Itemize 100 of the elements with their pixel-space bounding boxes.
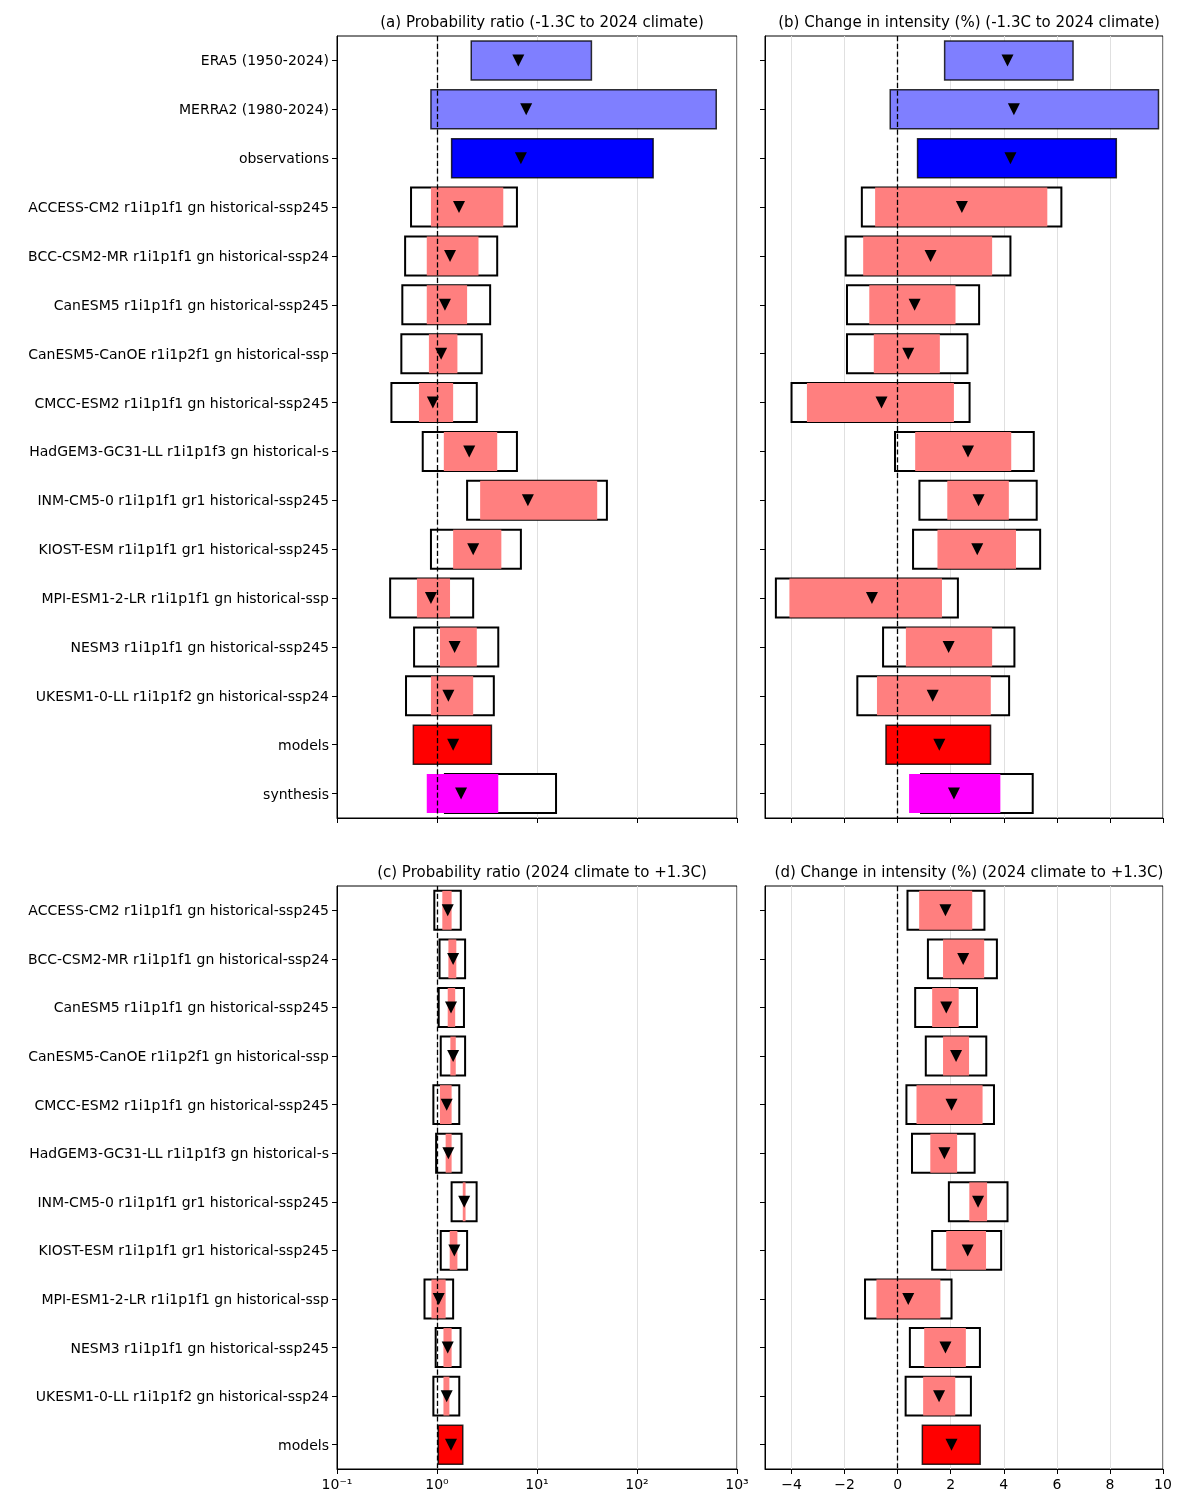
x-tick-label: 10⁻¹ [321,1476,353,1492]
y-tick-label: ACCESS-CM2 r1i1p1f1 gn historical-ssp245 [28,902,329,919]
bar [932,988,959,1027]
point [947,787,960,800]
bar [905,627,993,667]
point [939,904,952,917]
point [1007,103,1020,116]
y-tick-label: BCC-CSM2-MR r1i1p1f1 gn historical-ssp24 [28,247,330,264]
y-tick-label: MERRA2 (1980-2024) [179,101,329,118]
x-tick-label: 10² [625,1476,649,1492]
y-tick-label: CanESM5-CanOE r1i1p2f1 gn historical-ssp [28,345,330,362]
bar [923,1376,956,1416]
bar [921,1424,981,1465]
y-tick-label: BCC-CSM2-MR r1i1p1f1 gn historical-ssp24 [28,950,330,967]
point [955,201,968,214]
bar [943,40,1074,81]
bar [416,578,451,618]
x-tick-label: 6 [1052,1476,1062,1492]
bar [806,383,954,423]
bar [430,676,474,716]
x-tick-label: 10¹ [525,1476,549,1492]
y-tick-label: NESM3 r1i1p1f1 gn historical-ssp245 [70,638,329,655]
y-tick-label: KIOST-ESM r1i1p1f1 gr1 historical-ssp245 [38,541,329,558]
bar [947,480,1009,520]
chart-title: (c) Probability ratio (2024 climate to +1.3C) [377,862,707,881]
y-tick-label: HadGEM3-GC31-LL r1i1p1f3 gn historical-s [29,443,329,460]
y-tick-label: UKESM1-0-LL r1i1p1f2 gn historical-ssp24 [35,687,330,704]
x-tick-label: −2 [834,1476,855,1492]
bar [916,137,1118,179]
point [945,1098,958,1111]
bar [924,1328,966,1367]
chart-title: (a) Probability ratio (-1.3C to 2024 climate) [380,12,704,31]
x-tick-label: 4 [999,1476,1009,1492]
y-tick-label: MPI-ESM1-2-LR r1i1p1f1 gn historical-ssp [41,590,330,607]
bar [916,1085,983,1125]
point [902,1292,915,1305]
point [908,298,921,311]
y-tick-label: synthesis [263,785,329,802]
point [971,543,984,556]
y-tick-label: ERA5 (1950-2024) [200,52,329,69]
bar [875,187,1048,227]
chart-title: (b) Change in intensity (%) (-1.3C to 2024 climate) [778,12,1160,31]
point [865,592,878,605]
bar [863,236,993,276]
y-tick-label: models [278,736,329,753]
point [942,640,955,653]
bar [426,285,468,325]
bar [946,1230,987,1270]
x-tick-label: 10⁰ [425,1476,450,1492]
y-tick-label: models [278,1436,329,1453]
y-tick-label: INM-CM5-0 r1i1p1f1 gr1 historical-ssp245 [37,492,329,509]
bar [480,480,598,520]
bar [443,431,498,471]
bar [428,334,458,374]
point [875,396,888,409]
bar [470,40,593,81]
y-tick-label: CMCC-ESM2 r1i1p1f1 gn historical-ssp245 [34,1096,329,1113]
y-tick-label: ACCESS-CM2 r1i1p1f1 gn historical-ssp245 [28,199,329,216]
point [945,1438,958,1451]
point [924,249,937,262]
y-tick-label: MPI-ESM1-2-LR r1i1p1f1 gn historical-ssp [41,1290,330,1307]
y-tick-label: INM-CM5-0 r1i1p1f1 gr1 historical-ssp245 [37,1193,329,1210]
x-tick-label: 0 [893,1476,903,1492]
y-tick-label: UKESM1-0-LL r1i1p1f2 gn historical-ssp24 [35,1388,330,1405]
bar [909,774,1001,814]
y-tick-label: CMCC-ESM2 r1i1p1f1 gn historical-ssp245 [34,394,329,411]
bar [789,578,942,618]
bar [919,890,973,930]
bar [426,774,499,814]
bar [426,236,479,276]
bar [418,383,454,423]
bar [430,187,504,227]
x-tick-label: 10 [1154,1476,1172,1492]
x-tick-label: 10³ [725,1476,749,1492]
y-tick-label: CanESM5-CanOE r1i1p2f1 gn historical-ssp [28,1048,330,1065]
y-tick-label: observations [238,150,329,167]
y-tick-label: KIOST-ESM r1i1p1f1 gr1 historical-ssp245 [38,1242,329,1259]
point [926,689,939,702]
y-tick-label: HadGEM3-GC31-LL r1i1p1f3 gn historical-s [29,1145,329,1162]
bar [937,529,1017,569]
bar [873,334,940,374]
bar [876,676,991,716]
bar [439,627,477,667]
point [902,347,915,360]
x-tick-label: −4 [781,1476,802,1492]
point [1001,54,1014,67]
point [972,494,985,507]
bar [930,1133,958,1173]
bar [453,529,502,569]
x-tick-label: 8 [1105,1476,1115,1492]
y-tick-label: NESM3 r1i1p1f1 gn historical-ssp245 [70,1339,329,1356]
point [1004,152,1017,165]
x-tick-label: 2 [946,1476,956,1492]
bar [876,1279,941,1319]
point [961,445,974,458]
bar [869,285,956,325]
y-tick-label: CanESM5 r1i1p1f1 gn historical-ssp245 [53,296,329,313]
bar [450,137,654,179]
point [933,738,946,751]
bar [943,939,985,979]
